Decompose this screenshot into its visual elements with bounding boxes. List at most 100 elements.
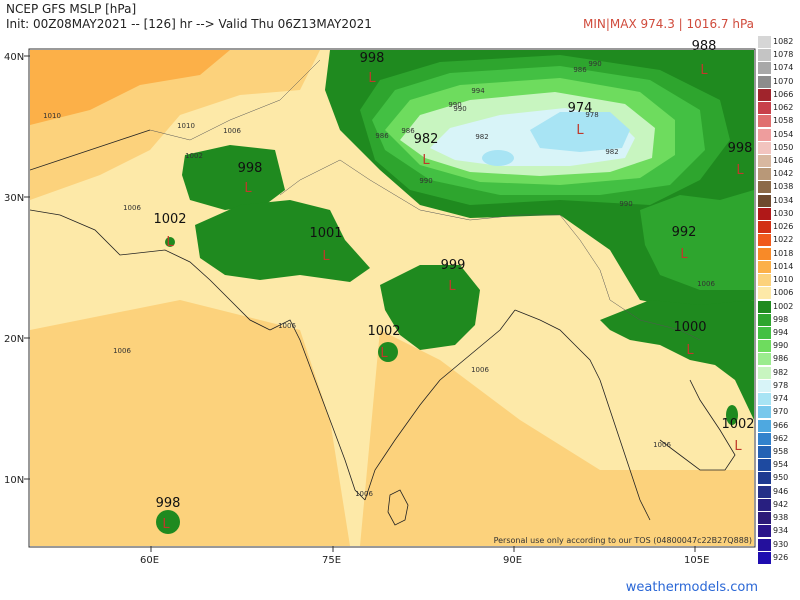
legend-label: 966 <box>773 420 789 430</box>
field-998-maldives <box>156 510 180 534</box>
legend-label: 1070 <box>773 76 794 86</box>
legend-label: 934 <box>773 526 789 536</box>
contour-label: 986 <box>401 127 415 135</box>
legend-label: 1078 <box>773 50 794 60</box>
lat-label-30n: 30N <box>4 193 24 204</box>
coast-indochina <box>599 379 651 521</box>
field-974 <box>530 112 630 152</box>
legend-swatch <box>758 538 771 551</box>
low-marker: L <box>734 439 742 454</box>
lon-label-75e: 75E <box>322 555 341 566</box>
border-2 <box>279 159 560 221</box>
legend-swatch <box>758 274 771 287</box>
pressure-label: 988 <box>692 39 717 54</box>
legend-swatch <box>758 194 771 207</box>
coast-india-east <box>364 309 516 501</box>
contour-label: 986 <box>375 132 389 140</box>
legend-label: 1006 <box>773 288 794 298</box>
contour-label: 1006 <box>278 322 296 330</box>
contour-label: 1006 <box>697 280 715 288</box>
legend-label: 1018 <box>773 248 794 258</box>
legend-label: 1046 <box>773 156 794 166</box>
field-998-indus <box>195 200 370 282</box>
lon-label-60e: 60E <box>140 555 159 566</box>
border-3 <box>559 214 611 301</box>
legend-swatch <box>758 472 771 485</box>
contour-label: 1006 <box>113 347 131 355</box>
pressure-label: 998 <box>238 161 263 176</box>
legend-label: 1038 <box>773 182 794 192</box>
pressure-label: 998 <box>156 496 181 511</box>
coast-srilanka <box>387 489 409 526</box>
legend-swatch <box>758 432 771 445</box>
legend-label: 1042 <box>773 169 794 179</box>
legend-label: 1062 <box>773 103 794 113</box>
field-1014-northwest <box>30 50 230 125</box>
lat-label-40n: 40N <box>4 52 24 63</box>
low-marker: L <box>700 63 708 78</box>
contour-label: 990 <box>419 177 432 185</box>
legend-label: 1054 <box>773 129 794 139</box>
contour-label: 994 <box>471 87 485 95</box>
contour-label: 982 <box>475 133 488 141</box>
chart-subtitle: Init: 00Z08MAY2021 -- [126] hr --> Valid… <box>6 17 372 31</box>
contour-label: 982 <box>605 148 618 156</box>
legend-swatch <box>758 525 771 538</box>
coast-vietnam <box>659 379 736 471</box>
legend-swatch <box>758 88 771 101</box>
legend-label: 946 <box>773 486 789 496</box>
legend-label: 1030 <box>773 208 794 218</box>
field-1002-small <box>378 342 398 362</box>
legend-swatch <box>758 36 771 48</box>
legend-swatch <box>758 551 771 564</box>
site-credit[interactable]: weathermodels.com <box>625 580 758 595</box>
pressure-label: 998 <box>360 51 385 66</box>
pressure-label: 1002 <box>367 324 400 339</box>
legend-label: 970 <box>773 407 789 417</box>
legend-swatch <box>758 485 771 498</box>
low-marker: L <box>166 235 174 250</box>
coast-bangladesh <box>514 309 601 381</box>
low-marker: L <box>736 163 744 178</box>
pressure-legend: 1082 1078 1074 1070 1066 1062 1058 1054 1050 1046… <box>758 36 798 565</box>
low-marker: L <box>244 181 252 196</box>
contour-label: 1010 <box>43 112 61 120</box>
contour-label: 986 <box>573 66 587 74</box>
legend-label: 954 <box>773 460 789 470</box>
field-992 <box>640 190 754 290</box>
legend-swatch <box>758 300 771 313</box>
pressure-label: 999 <box>441 258 466 273</box>
legend-label: 990 <box>773 341 789 351</box>
legend-swatch <box>758 379 771 392</box>
low-marker: L <box>162 517 170 532</box>
pressure-label: 1001 <box>309 226 342 241</box>
low-marker: L <box>322 249 330 264</box>
contour-label: 990 <box>453 105 466 113</box>
legend-label: 1014 <box>773 261 794 271</box>
contour-label: 1006 <box>355 490 373 498</box>
legend-label: 942 <box>773 499 789 509</box>
field-998-central <box>380 265 480 350</box>
legend-label: 974 <box>773 394 789 404</box>
low-marker: L <box>686 343 694 358</box>
field-1002-kutch <box>165 237 175 247</box>
lat-label-20n: 20N <box>4 334 24 345</box>
field-1002-south-vietnam <box>726 405 738 425</box>
pressure-label: 974 <box>568 101 593 116</box>
legend-label: 978 <box>773 380 789 390</box>
low-marker: L <box>368 71 376 86</box>
contour-label: 1006 <box>223 127 241 135</box>
legend-swatch <box>758 353 771 366</box>
legend-swatch <box>758 498 771 511</box>
legend-swatch <box>758 207 771 220</box>
field-1010-gulf <box>395 420 560 546</box>
legend-swatch <box>758 419 771 432</box>
legend-label: 1026 <box>773 222 794 232</box>
legend-swatch <box>758 128 771 141</box>
legend-swatch <box>758 102 771 115</box>
contour-label: 1010 <box>177 122 195 130</box>
legend-swatch <box>758 181 771 194</box>
contour-label: 978 <box>585 111 598 119</box>
contour-label: 990 <box>588 60 601 68</box>
